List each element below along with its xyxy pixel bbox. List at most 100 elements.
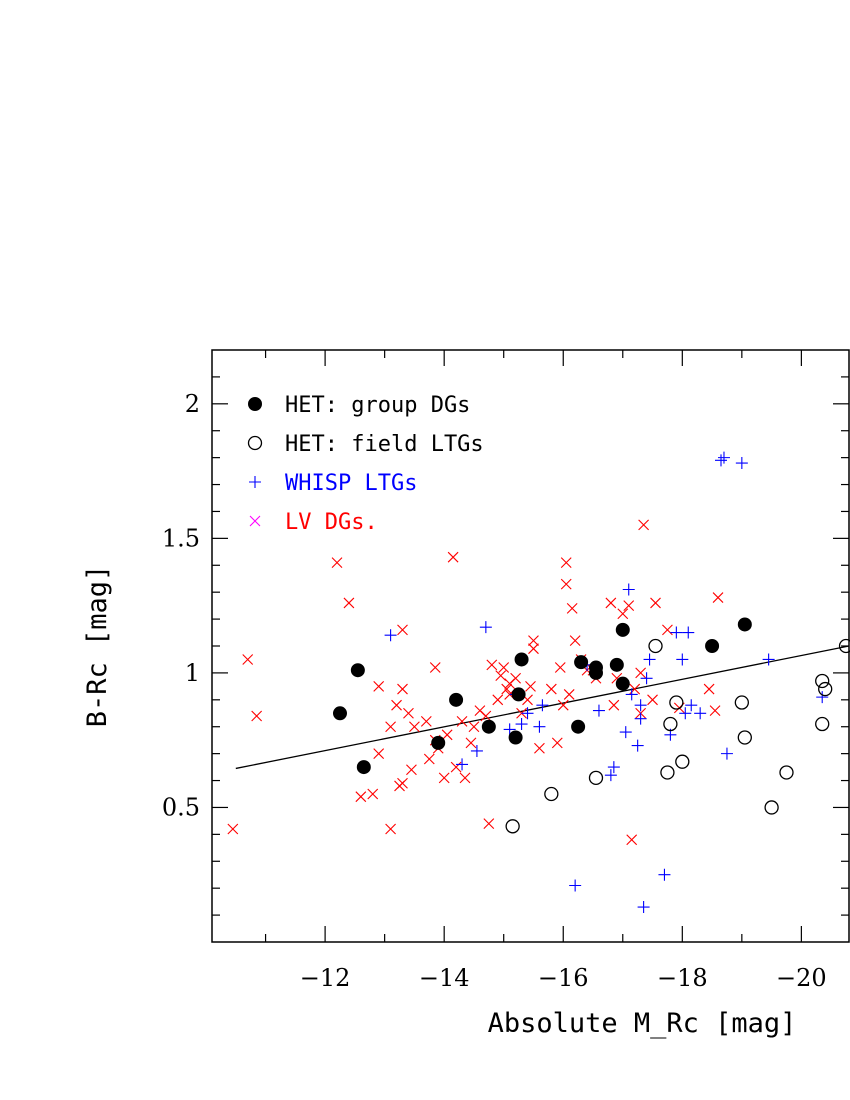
- data-point: [501, 683, 513, 695]
- data-point: [367, 788, 379, 800]
- data-point: [762, 653, 775, 666]
- data-point: [251, 710, 263, 722]
- axis-tick-labels: −12 −14 −16 −18 −20 0.5 1 1.5 2: [162, 390, 827, 992]
- data-point: [619, 726, 632, 739]
- data-point: [675, 754, 690, 769]
- data-point: [397, 683, 408, 695]
- data-point: [638, 519, 650, 531]
- data-point: [483, 818, 495, 829]
- data-point: [662, 624, 673, 636]
- data-point: [617, 608, 629, 620]
- data-point: [647, 694, 658, 706]
- data-point: [456, 715, 468, 727]
- data-point: [385, 721, 396, 733]
- data-point: [658, 868, 671, 881]
- data-point: [637, 901, 650, 914]
- legend-label: HET: group DGs: [285, 393, 470, 418]
- data-point: [634, 712, 647, 725]
- data-point: [545, 683, 557, 695]
- data-point: [566, 602, 578, 614]
- data-point: [536, 699, 549, 712]
- data-point: [554, 662, 566, 673]
- data-point: [468, 721, 480, 733]
- data-point: [397, 624, 408, 636]
- data-point: [449, 692, 464, 707]
- data-point: [574, 655, 589, 670]
- data-point: [604, 769, 617, 782]
- y-axis-title: B-Rc [mag]: [82, 565, 113, 728]
- data-point: [227, 823, 239, 835]
- data-point: [815, 716, 830, 732]
- data-point: [764, 800, 779, 815]
- data-point: [429, 662, 441, 673]
- data-point: [685, 699, 698, 712]
- data-point: [528, 635, 539, 647]
- data-point: [670, 626, 683, 639]
- data-point: [350, 663, 365, 678]
- data-point: [486, 659, 498, 671]
- data-point: [679, 707, 692, 720]
- data-point: [631, 739, 644, 752]
- y-tick-label: 0.5: [162, 793, 200, 821]
- data-point: [544, 786, 559, 802]
- data-point: [447, 551, 459, 563]
- data-point: [331, 557, 343, 568]
- data-point: [705, 639, 720, 653]
- data-point: [332, 706, 347, 721]
- data-point: [588, 665, 603, 680]
- legend: HET: group DGs HET: field LTGs WHISP LTGs L…: [247, 393, 484, 535]
- data-point: [625, 688, 638, 701]
- data-point: [634, 699, 647, 712]
- data-points: [227, 451, 850, 914]
- legend-marker: [249, 476, 261, 488]
- data-point: [456, 758, 469, 771]
- data-point: [551, 737, 563, 749]
- data-point: [470, 744, 483, 757]
- data-point: [694, 707, 707, 720]
- data-point: [391, 699, 402, 711]
- data-point: [737, 617, 752, 632]
- data-point: [406, 764, 417, 776]
- data-point: [480, 710, 492, 722]
- legend-marker: [249, 515, 261, 527]
- data-point: [409, 721, 420, 733]
- x-tick-label: −12: [300, 964, 351, 992]
- x-tick-label: −20: [776, 964, 827, 992]
- data-point: [818, 681, 833, 697]
- data-point: [557, 699, 569, 711]
- data-point: [373, 748, 385, 760]
- data-point: [622, 583, 635, 596]
- data-point: [242, 654, 254, 665]
- data-point: [560, 557, 572, 568]
- data-point: [511, 687, 526, 702]
- series-open-circle: [505, 638, 850, 834]
- data-point: [669, 695, 684, 710]
- data-point: [838, 638, 850, 654]
- data-point: [563, 689, 575, 700]
- data-point: [560, 578, 572, 590]
- data-point: [640, 672, 653, 685]
- data-point: [534, 742, 545, 754]
- x-tick-label: −14: [419, 964, 470, 992]
- data-point: [373, 680, 385, 692]
- data-point: [709, 705, 721, 716]
- data-point: [715, 454, 728, 467]
- data-point: [779, 765, 794, 780]
- data-point: [615, 622, 630, 637]
- data-point: [607, 761, 620, 774]
- axis-ticks: [212, 350, 849, 942]
- y-tick-label: 1: [185, 659, 200, 687]
- data-point: [508, 730, 523, 745]
- y-tick-label: 2: [185, 390, 200, 418]
- data-point: [615, 676, 630, 691]
- data-point: [815, 673, 830, 689]
- data-point: [663, 716, 678, 732]
- data-point: [384, 629, 397, 642]
- data-point: [648, 638, 663, 654]
- x-tick-label: −16: [538, 964, 589, 992]
- data-point: [682, 626, 695, 639]
- x-tick-label: −18: [657, 964, 708, 992]
- data-point: [503, 723, 516, 736]
- data-point: [481, 719, 496, 734]
- data-point: [438, 772, 450, 784]
